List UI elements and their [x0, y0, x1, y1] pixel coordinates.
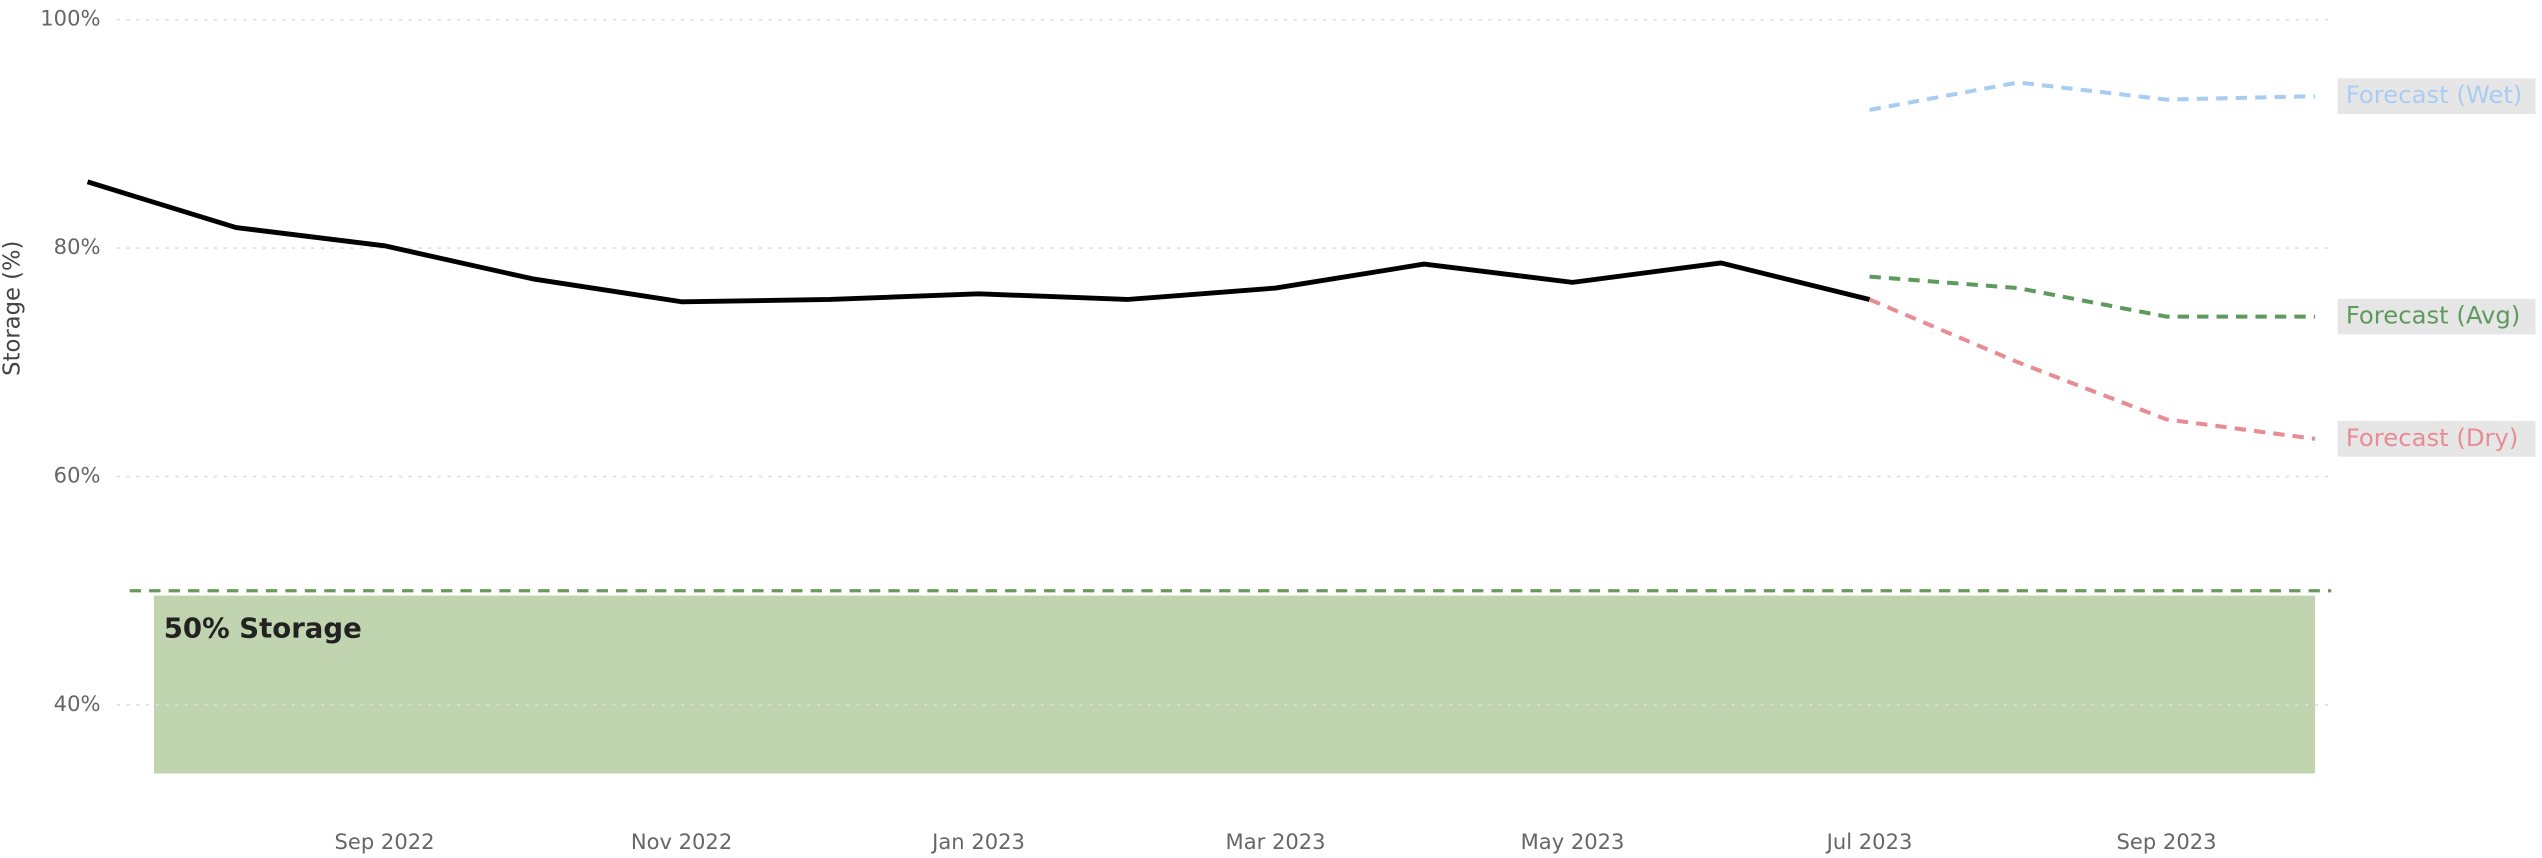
- x-tick-label: Sep 2022: [335, 829, 435, 854]
- y-axis-label: Storage (%): [0, 241, 25, 376]
- threshold-band: [154, 595, 2316, 774]
- series-label: Forecast (Avg): [2346, 301, 2521, 330]
- x-tick-label: Jul 2023: [1825, 829, 1913, 854]
- series-line: [86, 179, 1871, 305]
- y-tick-label: 40%: [54, 691, 101, 716]
- series-line: [1868, 297, 2316, 441]
- x-tick-label: Sep 2023: [2117, 829, 2217, 854]
- x-tick-label: May 2023: [1521, 829, 1625, 854]
- series-line: [1869, 80, 2316, 112]
- y-tick-label: 60%: [54, 463, 101, 488]
- y-tick-label: 80%: [54, 234, 101, 259]
- x-tick-label: Mar 2023: [1226, 829, 1326, 854]
- x-tick-label: Jan 2023: [930, 829, 1025, 854]
- series-label-box: [2337, 298, 2536, 335]
- series-label-box: [2337, 421, 2536, 457]
- series-label: Forecast (Dry): [2346, 423, 2519, 452]
- threshold-label: 50% Storage: [164, 613, 362, 645]
- x-tick-label: Nov 2022: [631, 829, 732, 854]
- y-tick-label: 100%: [40, 6, 100, 31]
- series-label-box: [2337, 78, 2536, 115]
- series-line: [1869, 274, 2316, 319]
- series-label: Forecast (Wet): [2346, 80, 2523, 109]
